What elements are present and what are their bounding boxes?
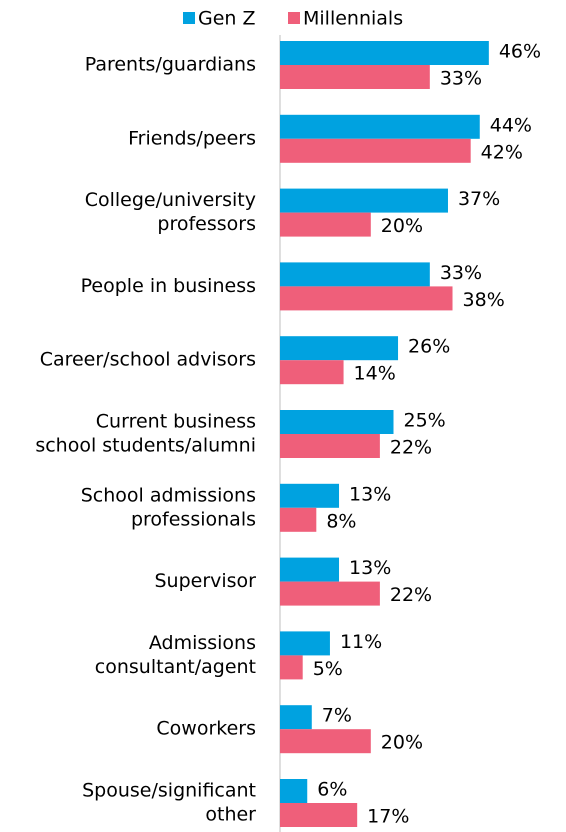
category-label: Career/school advisors (40, 349, 256, 371)
value-label: 22% (390, 437, 432, 459)
value-label: 13% (349, 483, 391, 505)
value-label: 46% (499, 41, 541, 63)
category-label: Spouse/significant (82, 780, 256, 802)
category-label: People in business (81, 275, 256, 297)
bar (280, 434, 380, 458)
category-label: Supervisor (154, 570, 256, 592)
value-label: 38% (463, 289, 505, 311)
category-label: Coworkers (156, 718, 256, 740)
value-label: 33% (440, 262, 482, 284)
value-label: 26% (408, 336, 450, 358)
bar (280, 631, 330, 656)
category-label: professors (157, 213, 256, 235)
legend-swatch (288, 12, 300, 24)
category-label: Current business (96, 411, 256, 433)
category-label: other (205, 804, 256, 826)
bar (280, 262, 430, 287)
bar (280, 114, 480, 139)
bar (280, 188, 448, 213)
value-label: 13% (349, 557, 391, 579)
value-label: 8% (326, 510, 356, 532)
value-label: 22% (390, 584, 432, 606)
bar (280, 507, 317, 532)
bar (280, 803, 358, 827)
value-label: 14% (354, 363, 396, 385)
category-label: Parents/guardians (85, 54, 256, 76)
category-label: professionals (131, 508, 256, 530)
bar (280, 705, 312, 730)
bar (280, 581, 380, 606)
bar (280, 138, 471, 163)
value-label: 44% (490, 114, 532, 136)
bar (280, 286, 453, 311)
value-label: 25% (404, 410, 446, 432)
bar (280, 655, 303, 680)
value-label: 17% (367, 806, 409, 828)
bar (280, 779, 308, 803)
value-label: 20% (381, 732, 423, 754)
bar (280, 336, 399, 361)
bar (280, 41, 489, 65)
bar (280, 360, 344, 385)
bar (280, 212, 371, 237)
category-label: Admissions (149, 632, 256, 654)
legend-swatch (183, 12, 195, 24)
category-label: School admissions (81, 484, 256, 506)
bar (280, 410, 394, 434)
bar (280, 483, 340, 508)
legend-label: Gen Z (198, 8, 256, 30)
category-label: school students/alumni (35, 435, 256, 457)
value-label: 20% (381, 215, 423, 237)
category-label: consultant/agent (95, 656, 256, 678)
bar (280, 65, 430, 89)
value-label: 6% (317, 779, 347, 801)
value-label: 5% (313, 658, 343, 680)
value-label: 33% (440, 68, 482, 90)
category-label: Friends/peers (128, 127, 256, 149)
bar (280, 729, 371, 754)
value-label: 42% (481, 141, 523, 163)
legend-label: Millennials (303, 8, 403, 30)
category-label: College/university (85, 189, 256, 211)
value-label: 11% (340, 631, 382, 653)
value-label: 37% (458, 188, 500, 210)
value-label: 7% (322, 705, 352, 727)
bar (280, 557, 340, 582)
